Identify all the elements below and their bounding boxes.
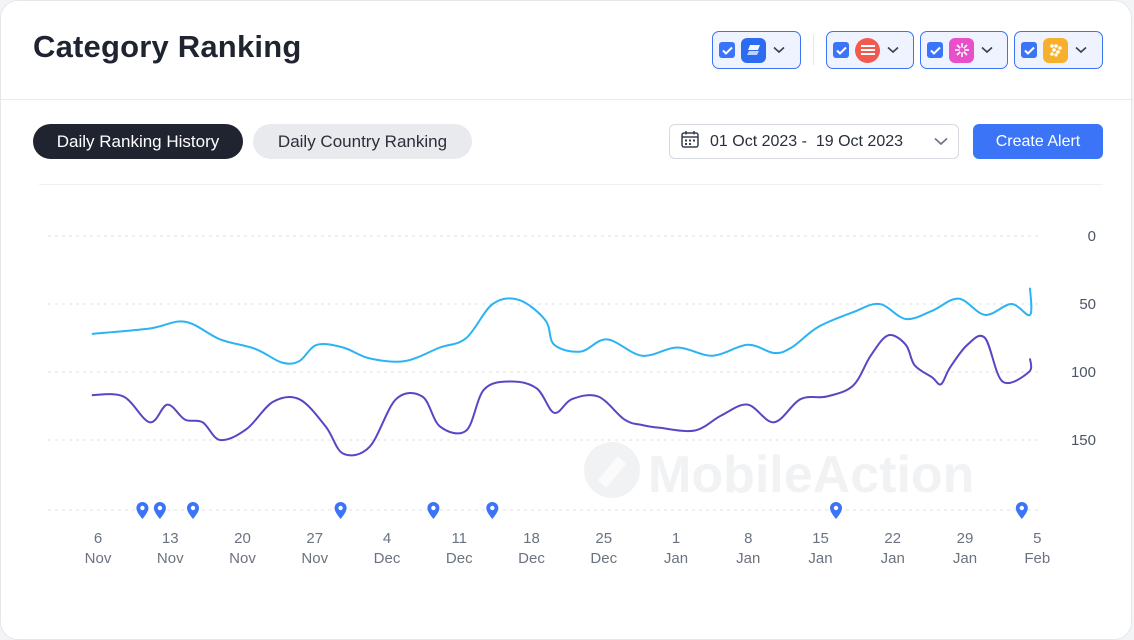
x-tick-day: 11 bbox=[451, 530, 467, 547]
calendar-icon bbox=[680, 129, 700, 154]
x-tick-month: Jan bbox=[881, 550, 905, 567]
event-marker-icon[interactable] bbox=[486, 502, 499, 519]
x-tick-month: Nov bbox=[85, 550, 112, 567]
watermark: MobileAction bbox=[584, 442, 974, 504]
x-tick-day: 8 bbox=[744, 530, 752, 547]
chevron-down-icon[interactable] bbox=[772, 43, 786, 57]
x-tick-month: Jan bbox=[664, 550, 688, 567]
watermark-text: MobileAction bbox=[648, 446, 974, 504]
x-tick-month: Nov bbox=[301, 550, 328, 567]
tab-daily-country-ranking[interactable]: Daily Country Ranking bbox=[253, 124, 472, 159]
checkbox-icon[interactable] bbox=[833, 42, 849, 58]
date-range-picker[interactable]: 01 Oct 2023 - 19 Oct 2023 bbox=[669, 124, 959, 159]
y-tick-label: 100 bbox=[1071, 364, 1096, 381]
x-tick-day: 18 bbox=[523, 530, 540, 547]
x-tick-day: 6 bbox=[94, 530, 102, 547]
app-selector-1[interactable] bbox=[712, 31, 801, 69]
app-selector-3[interactable] bbox=[920, 31, 1008, 69]
tab-daily-ranking-history[interactable]: Daily Ranking History bbox=[33, 124, 243, 159]
x-tick-month: Dec bbox=[590, 550, 617, 567]
header-divider bbox=[1, 99, 1133, 100]
x-tick-day: 29 bbox=[957, 530, 974, 547]
x-tick-month: Nov bbox=[157, 550, 184, 567]
event-marker-icon[interactable] bbox=[1015, 502, 1028, 519]
series-line-2 bbox=[91, 333, 1033, 457]
x-tick-day: 25 bbox=[595, 530, 612, 547]
event-marker-icon[interactable] bbox=[153, 502, 166, 519]
x-tick-day: 4 bbox=[383, 530, 391, 547]
page-title: Category Ranking bbox=[33, 29, 302, 64]
event-marker-icon[interactable] bbox=[187, 502, 199, 519]
event-marker-icon[interactable] bbox=[830, 502, 842, 519]
x-tick-month: Jan bbox=[808, 550, 832, 567]
x-tick-day: 5 bbox=[1033, 530, 1041, 547]
event-marker-icon[interactable] bbox=[427, 502, 440, 519]
selector-divider bbox=[813, 35, 814, 65]
ranking-chart: MobileAction 0 50 100 150 6 Nov 13 Nov 20 Nov 27 N… bbox=[48, 228, 1096, 567]
red-stripes-app-icon bbox=[855, 37, 880, 63]
x-tick-month: Dec bbox=[518, 550, 545, 567]
event-marker-icon[interactable] bbox=[136, 502, 149, 519]
event-marker-icon[interactable] bbox=[334, 502, 347, 519]
create-alert-button[interactable]: Create Alert bbox=[973, 124, 1103, 159]
x-tick-day: 13 bbox=[162, 530, 179, 547]
x-tick-day: 27 bbox=[306, 530, 323, 547]
x-tick-day: 22 bbox=[884, 530, 901, 547]
x-tick-month: Nov bbox=[229, 550, 256, 567]
y-tick-label: 150 bbox=[1071, 432, 1096, 449]
x-tick-month: Feb bbox=[1024, 550, 1050, 567]
series-line-1 bbox=[91, 287, 1033, 365]
x-tick-day: 20 bbox=[234, 530, 251, 547]
app-selector-4[interactable] bbox=[1014, 31, 1103, 69]
toolbar-divider bbox=[39, 184, 1103, 185]
app-selector-2[interactable] bbox=[826, 31, 914, 69]
x-tick-month: Dec bbox=[374, 550, 401, 567]
x-tick-day: 1 bbox=[672, 530, 680, 547]
pink-sunburst-app-icon bbox=[949, 37, 974, 63]
y-tick-label: 50 bbox=[1079, 296, 1096, 313]
chevron-down-icon[interactable] bbox=[1074, 43, 1088, 57]
chevron-down-icon bbox=[934, 133, 948, 151]
chevron-down-icon[interactable] bbox=[980, 43, 994, 57]
y-tick-label: 0 bbox=[1088, 228, 1096, 245]
checkbox-icon[interactable] bbox=[719, 42, 735, 58]
checkbox-icon[interactable] bbox=[927, 42, 943, 58]
date-range-label: 01 Oct 2023 - 19 Oct 2023 bbox=[710, 132, 904, 150]
blue-layers-app-icon bbox=[741, 37, 766, 63]
x-tick-month: Jan bbox=[953, 550, 977, 567]
x-tick-day: 15 bbox=[812, 530, 829, 547]
chevron-down-icon[interactable] bbox=[886, 43, 900, 57]
x-tick-month: Jan bbox=[736, 550, 760, 567]
orange-dots-app-icon bbox=[1043, 37, 1068, 63]
checkbox-icon[interactable] bbox=[1021, 42, 1037, 58]
x-tick-month: Dec bbox=[446, 550, 473, 567]
